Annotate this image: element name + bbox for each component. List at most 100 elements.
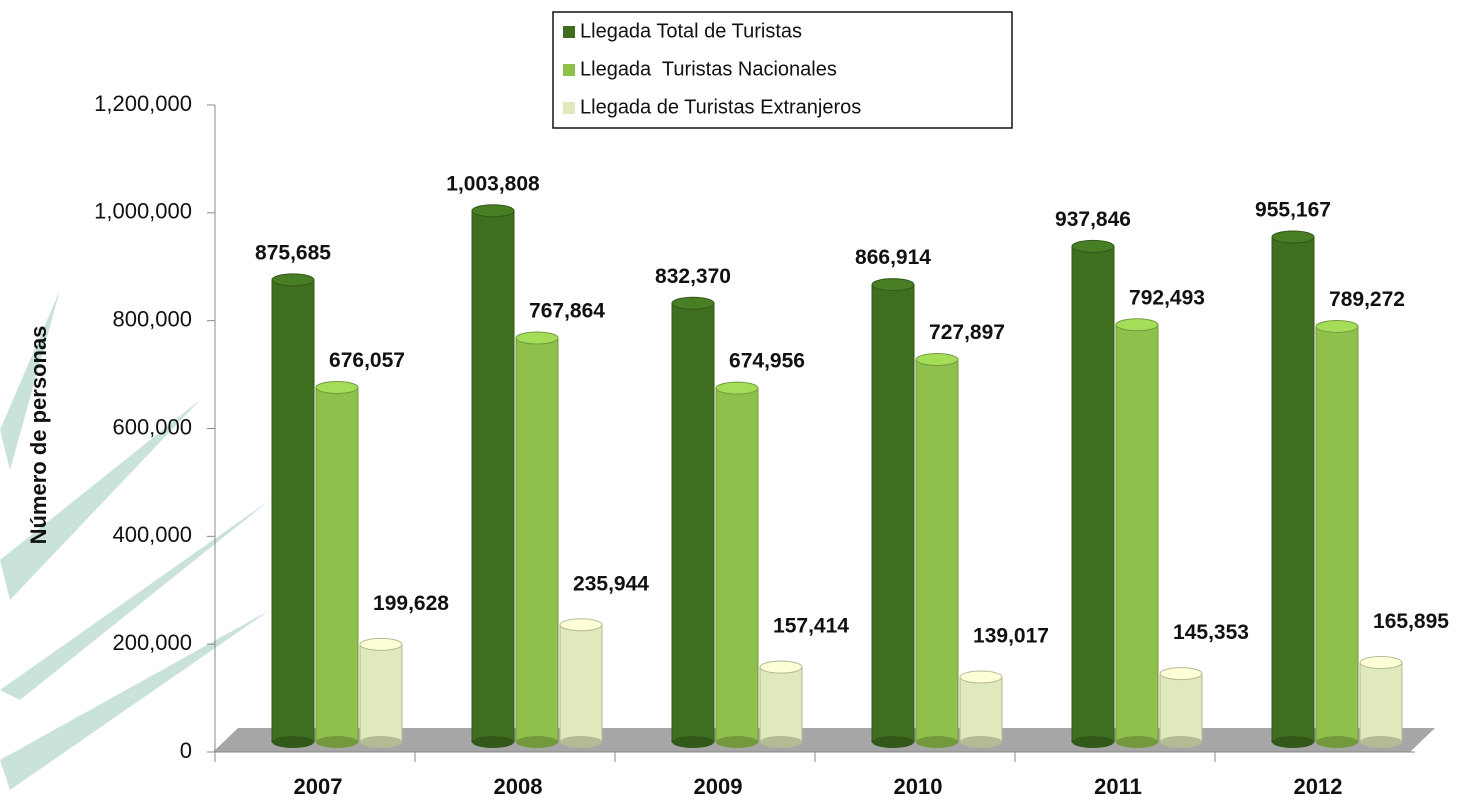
value-label: 674,956	[729, 350, 805, 373]
bar	[871, 284, 915, 743]
y-axis-title: Número de personas	[26, 326, 51, 545]
value-label: 937,846	[1055, 208, 1131, 231]
bar	[515, 337, 559, 743]
leaf	[0, 400, 200, 600]
y-tick-label: 0	[180, 738, 192, 763]
value-label: 792,493	[1129, 286, 1205, 309]
value-label: 1,003,808	[446, 172, 540, 195]
bar-base	[516, 736, 558, 748]
bar-top	[359, 637, 403, 651]
bar	[559, 624, 603, 743]
bar-top	[559, 618, 603, 632]
bar	[315, 386, 359, 743]
bar-top	[715, 381, 759, 395]
bar	[1271, 236, 1315, 743]
bar-top	[671, 296, 715, 310]
value-label: 789,272	[1329, 288, 1405, 311]
value-label: 727,897	[929, 321, 1005, 344]
leaf	[0, 290, 60, 470]
bar-top	[959, 670, 1003, 684]
x-tick-label: 2011	[1094, 774, 1142, 799]
bar	[1159, 673, 1203, 743]
legend-box	[552, 11, 1013, 129]
value-label: 767,864	[529, 300, 605, 323]
bar	[715, 387, 759, 743]
bar-base	[316, 736, 358, 748]
bar	[471, 210, 515, 743]
bar	[671, 302, 715, 743]
y-tick-label: 200,000	[112, 630, 192, 655]
bar-base	[916, 736, 958, 748]
legend-swatch	[563, 102, 575, 114]
y-tick-label: 1,000,000	[94, 199, 192, 224]
bar-top	[315, 380, 359, 394]
x-tick-label: 2007	[294, 774, 343, 799]
bar-base	[1360, 736, 1402, 748]
bar-base	[760, 736, 802, 748]
bar-base	[1272, 736, 1314, 748]
y-tick-label: 600,000	[112, 414, 192, 439]
bar-base	[1116, 736, 1158, 748]
value-label: 866,914	[855, 246, 931, 269]
bar-top	[1359, 656, 1403, 670]
y-tick-label: 1,200,000	[94, 91, 192, 116]
bar	[1071, 245, 1115, 743]
y-tick-label: 400,000	[112, 522, 192, 547]
value-label: 199,628	[373, 592, 449, 615]
value-label: 165,895	[1373, 610, 1449, 633]
bar-base	[672, 736, 714, 748]
bar	[1315, 325, 1359, 743]
value-label: 676,057	[329, 349, 405, 372]
bar-top	[515, 331, 559, 345]
bar-top	[915, 353, 959, 367]
bar	[1115, 324, 1159, 743]
y-tick-label: 800,000	[112, 306, 192, 331]
bar	[759, 666, 803, 743]
bar	[271, 279, 315, 743]
legend-swatch	[563, 64, 575, 76]
value-label: 157,414	[773, 615, 849, 638]
background-leaves	[0, 290, 270, 790]
legend-label: Llegada Total de Turistas	[580, 20, 802, 42]
x-tick-label: 2009	[694, 774, 743, 799]
bar-top	[1315, 319, 1359, 333]
x-tick-label: 2010	[894, 774, 943, 799]
bar-top	[1071, 239, 1115, 253]
bar	[359, 643, 403, 743]
bar-base	[272, 736, 314, 748]
value-label: 832,370	[655, 265, 731, 288]
bar-base	[872, 736, 914, 748]
value-label: 955,167	[1255, 199, 1331, 222]
bar-base	[1160, 736, 1202, 748]
bar-top	[1271, 230, 1315, 244]
bar-top	[1115, 318, 1159, 332]
bar	[1359, 662, 1403, 743]
bar-base	[1316, 736, 1358, 748]
bar-base	[360, 736, 402, 748]
leaf	[0, 610, 270, 790]
x-tick-label: 2012	[1294, 774, 1343, 799]
x-tick-label: 2008	[494, 774, 543, 799]
legend-label: Llegada Turistas Nacionales	[580, 58, 837, 80]
bar-top	[1159, 667, 1203, 681]
bar-top	[471, 204, 515, 218]
value-label: 875,685	[255, 241, 331, 264]
bar-base	[560, 736, 602, 748]
bar-top	[271, 273, 315, 287]
bar-top	[759, 660, 803, 674]
value-label: 139,017	[973, 625, 1049, 648]
legend-label: Llegada de Turistas Extranjeros	[580, 96, 861, 118]
bar-base	[1072, 736, 1114, 748]
bar	[915, 359, 959, 743]
value-label: 145,353	[1173, 621, 1249, 644]
leaf	[0, 500, 270, 700]
bar-base	[472, 736, 514, 748]
bar-base	[716, 736, 758, 748]
bar	[959, 676, 1003, 743]
bar-top	[871, 278, 915, 292]
legend-swatch	[563, 26, 575, 38]
bar-base	[960, 736, 1002, 748]
value-label: 235,944	[573, 572, 649, 595]
